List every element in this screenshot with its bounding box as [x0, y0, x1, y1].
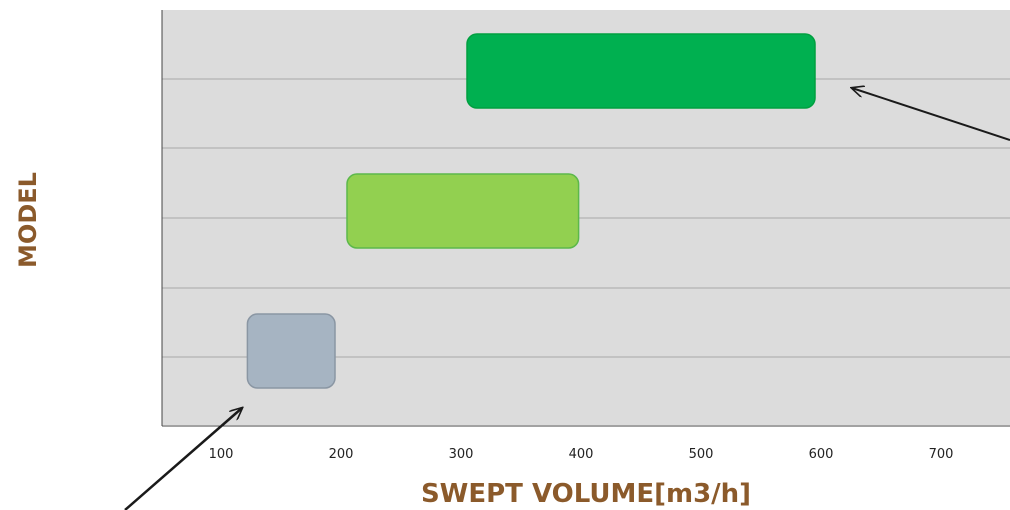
x-tick-label: 500 — [689, 447, 714, 462]
bars — [246, 33, 816, 389]
x-tick-label: 200 — [329, 447, 354, 462]
x-tick-label: 600 — [809, 447, 834, 462]
range-bar — [466, 33, 816, 109]
x-tick-labels: 100 200 300 400 500 600 700 — [209, 447, 954, 462]
x-tick-label: 300 — [449, 447, 474, 462]
annotation-arrow-right — [852, 88, 1010, 141]
x-axis-title: SWEPT VOLUME[m3/h] — [421, 479, 751, 509]
y-axis-title: MODEL — [14, 172, 42, 268]
annotation-arrow-bottom — [124, 408, 242, 510]
x-tick-label: 400 — [569, 447, 594, 462]
x-tick-label: 700 — [929, 447, 954, 462]
range-bar — [346, 173, 580, 249]
gridlines — [162, 78, 1010, 358]
x-tick-label: 100 — [209, 447, 234, 462]
range-bar — [246, 313, 336, 389]
